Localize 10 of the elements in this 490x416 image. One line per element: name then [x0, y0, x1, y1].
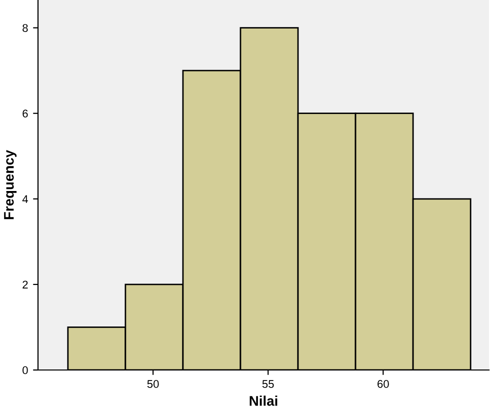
- y-axis-title: Frequency: [4, 150, 17, 220]
- y-tick-label: 0: [22, 366, 28, 374]
- y-tick-label: 8: [22, 24, 28, 32]
- y-tick-label: 4: [22, 195, 28, 203]
- x-tick-label: 50: [147, 380, 159, 388]
- y-tick-label: 2: [22, 280, 28, 288]
- y-tick-label: 6: [22, 110, 28, 118]
- x-tick-label: 55: [262, 380, 274, 388]
- x-tick-label: 60: [378, 380, 389, 388]
- x-axis-title: Nilai: [250, 396, 278, 406]
